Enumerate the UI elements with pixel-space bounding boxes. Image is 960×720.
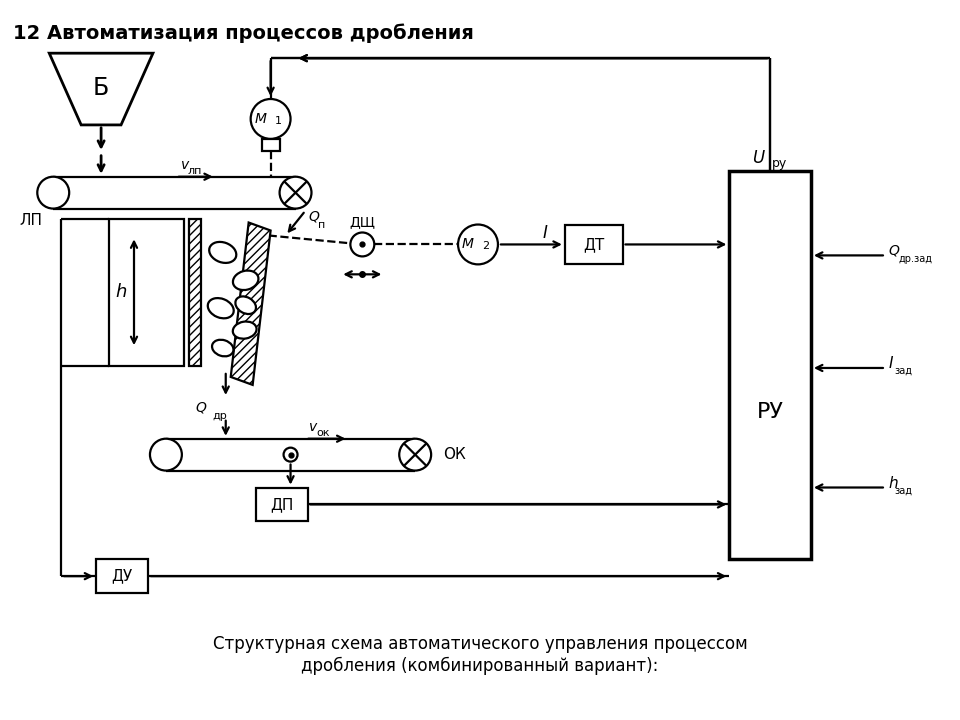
Text: РУ: РУ: [756, 402, 783, 422]
Ellipse shape: [212, 340, 233, 356]
Ellipse shape: [233, 271, 258, 290]
Text: $I$: $I$: [888, 355, 894, 371]
Ellipse shape: [233, 322, 256, 338]
Polygon shape: [49, 53, 153, 125]
Text: ОК: ОК: [444, 447, 466, 462]
Text: $M$: $M$: [254, 112, 268, 126]
Text: др: др: [213, 411, 228, 420]
Bar: [109, 219, 184, 366]
Ellipse shape: [209, 242, 236, 263]
Text: Структурная схема автоматического управления процессом: Структурная схема автоматического управл…: [212, 635, 748, 653]
Text: др.зад: др.зад: [899, 254, 933, 264]
Circle shape: [279, 176, 311, 209]
Text: лп: лп: [188, 166, 203, 176]
Text: ок: ок: [317, 428, 330, 438]
Circle shape: [283, 448, 298, 462]
Text: $I$: $I$: [541, 225, 548, 243]
Circle shape: [251, 99, 291, 139]
Circle shape: [458, 225, 498, 264]
Bar: [262, 139, 279, 150]
Polygon shape: [230, 222, 271, 385]
Text: ДЩ: ДЩ: [349, 215, 375, 230]
Text: $Q$: $Q$: [888, 243, 900, 258]
Text: ЛП: ЛП: [20, 213, 43, 228]
Text: ДП: ДП: [270, 497, 293, 512]
Text: $M$: $M$: [462, 238, 475, 251]
Text: дробления (комбинированный вариант):: дробления (комбинированный вариант):: [301, 657, 659, 675]
Bar: [189, 219, 201, 366]
Circle shape: [399, 438, 431, 471]
Text: $U$: $U$: [753, 149, 766, 167]
Text: Б: Б: [93, 76, 109, 99]
Text: $v$: $v$: [180, 158, 190, 172]
Text: 12 Автоматизация процессов дробления: 12 Автоматизация процессов дробления: [13, 23, 474, 43]
Text: $h$: $h$: [888, 474, 899, 490]
Text: ДТ: ДТ: [583, 237, 604, 252]
Bar: [255, 487, 307, 521]
Text: зад: зад: [895, 366, 913, 376]
Text: $Q$: $Q$: [195, 400, 207, 415]
Text: $v$: $v$: [308, 420, 319, 433]
Text: п: п: [319, 220, 325, 230]
Bar: [730, 171, 811, 559]
Bar: [96, 559, 148, 593]
Text: ДУ: ДУ: [111, 569, 132, 584]
Circle shape: [150, 438, 181, 471]
Text: ру: ру: [772, 157, 787, 170]
Text: $h$: $h$: [115, 283, 127, 301]
Text: 2: 2: [482, 241, 489, 251]
Circle shape: [350, 233, 374, 256]
Ellipse shape: [207, 298, 233, 318]
Text: 1: 1: [275, 116, 281, 126]
Circle shape: [37, 176, 69, 209]
Text: $Q$: $Q$: [308, 209, 321, 224]
Text: зад: зад: [895, 485, 913, 495]
Ellipse shape: [235, 297, 256, 314]
Bar: [564, 225, 623, 264]
